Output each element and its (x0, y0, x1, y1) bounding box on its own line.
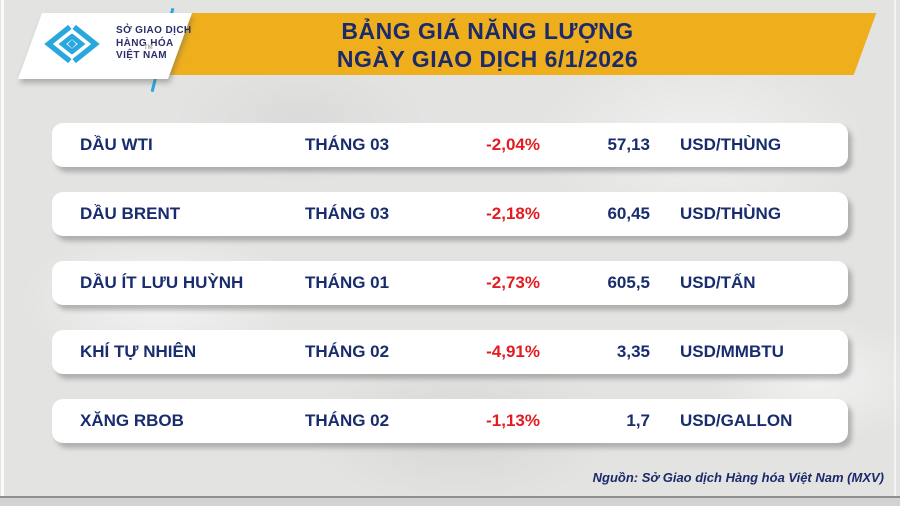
commodity-name: DẦU ÍT LƯU HUỲNH (80, 273, 244, 292)
logo-org-line2: HÀNG HÓA (116, 37, 174, 49)
logo-org-name: SỞ GIAO DỊCH HÀNG HÓA VIỆT NAM (116, 25, 192, 63)
table-row: XĂNG RBOB THÁNG 02 -1,13% 1,7 USD/GALLON (52, 399, 848, 443)
commodity-name: KHÍ TỰ NHIÊN (80, 342, 197, 361)
page-title-line1: BẢNG GIÁ NĂNG LƯỢNG (341, 18, 634, 44)
logo-org-line1: SỞ GIAO DỊCH (116, 25, 192, 37)
price-value: 1,7 (626, 411, 650, 430)
price-unit: USD/THÙNG (680, 135, 782, 154)
logo-org-line3: VIỆT NAM (116, 50, 167, 62)
percent-change: -2,73% (486, 273, 540, 292)
percent-change: -1,13% (486, 411, 540, 430)
price-table: DẦU WTI THÁNG 03 -2,04% 57,13 USD/THÙNG … (52, 123, 848, 468)
contract-month: THÁNG 03 (305, 135, 390, 154)
contract-month: THÁNG 01 (305, 273, 390, 292)
mxv-logo: TM SỞ GIAO DỊCH HÀNG HÓA VIỆT NAM (40, 21, 192, 67)
contract-month: THÁNG 02 (305, 342, 390, 361)
percent-change: -4,91% (486, 342, 540, 361)
contract-month: THÁNG 02 (305, 411, 390, 430)
bottom-divider (0, 496, 900, 498)
right-edge-highlight (894, 0, 896, 506)
price-value: 57,13 (607, 135, 650, 154)
bottom-strip (0, 498, 900, 506)
page-title-line2: NGÀY GIAO DỊCH 6/1/2026 (336, 46, 639, 72)
table-row: DẦU WTI THÁNG 03 -2,04% 57,13 USD/THÙNG (52, 123, 848, 167)
commodity-name: XĂNG RBOB (80, 411, 184, 430)
price-value: 60,45 (607, 204, 650, 223)
price-unit: USD/MMBTU (680, 342, 784, 361)
table-row: DẦU BRENT THÁNG 03 -2,18% 60,45 USD/THÙN… (52, 192, 848, 236)
commodity-name: DẦU BRENT (80, 204, 181, 223)
table-row: DẦU ÍT LƯU HUỲNH THÁNG 01 -2,73% 605,5 U… (52, 261, 848, 305)
left-edge-highlight (1, 0, 4, 506)
page-title: BẢNG GIÁ NĂNG LƯỢNG NGÀY GIAO DỊCH 6/1/2… (255, 17, 720, 73)
mxv-logo-icon (44, 24, 100, 64)
percent-change: -2,04% (486, 135, 540, 154)
price-unit: USD/TẤN (680, 273, 756, 292)
price-unit: USD/THÙNG (680, 204, 782, 223)
price-value: 605,5 (607, 273, 650, 292)
percent-change: -2,18% (486, 204, 540, 223)
commodity-name: DẦU WTI (80, 135, 153, 154)
trademark-mark: TM (144, 45, 153, 51)
table-row: KHÍ TỰ NHIÊN THÁNG 02 -4,91% 3,35 USD/MM… (52, 330, 848, 374)
contract-month: THÁNG 03 (305, 204, 390, 223)
price-value: 3,35 (616, 342, 650, 361)
price-unit: USD/GALLON (680, 411, 793, 430)
source-note: Nguồn: Sở Giao dịch Hàng hóa Việt Nam (M… (592, 470, 884, 485)
